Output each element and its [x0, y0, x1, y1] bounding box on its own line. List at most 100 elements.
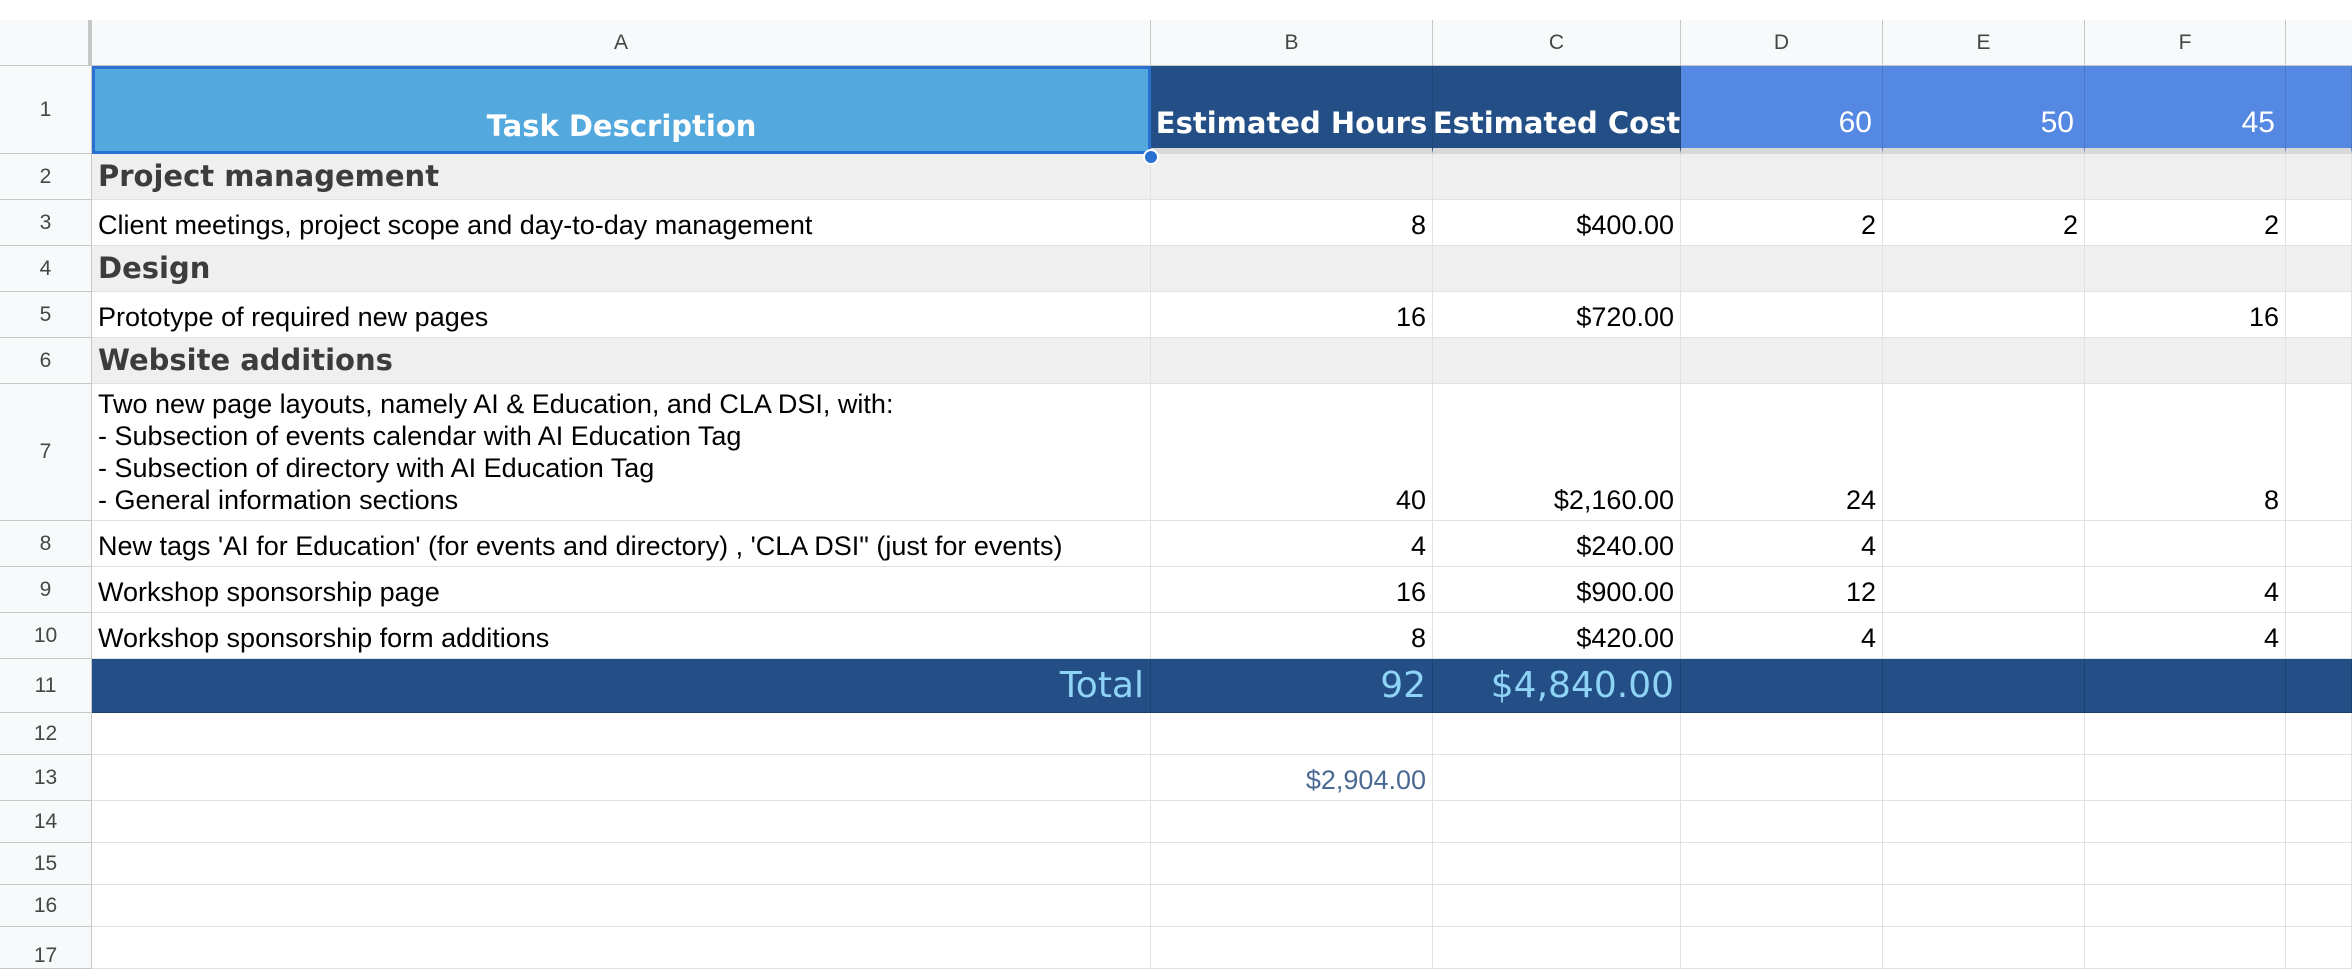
table-cell[interactable] [2085, 338, 2286, 384]
column-header-c[interactable]: C [1433, 20, 1681, 66]
task-description-cell[interactable]: Client meetings, project scope and day-t… [92, 200, 1151, 246]
table-cell[interactable] [1433, 713, 1681, 755]
rate-header-f[interactable]: 45 [2085, 66, 2286, 154]
table-cell[interactable] [2286, 755, 2352, 801]
table-cell[interactable] [2085, 154, 2286, 200]
rate-d-cell[interactable]: 12 [1681, 567, 1883, 613]
hours-cell[interactable]: 16 [1151, 292, 1433, 338]
table-cell[interactable] [2286, 384, 2352, 521]
row-header-16[interactable]: 16 [0, 885, 92, 927]
row-header-12[interactable]: 12 [0, 713, 92, 755]
task-description-cell[interactable]: New tags 'AI for Education' (for events … [92, 521, 1151, 567]
table-cell[interactable] [1433, 801, 1681, 843]
table-cell[interactable] [2085, 659, 2286, 713]
table-cell[interactable] [1681, 885, 1883, 927]
row-header-1[interactable]: 1 [0, 66, 92, 154]
hours-cell[interactable]: 40 [1151, 384, 1433, 521]
column-header-b[interactable]: B [1151, 20, 1433, 66]
rate-header-g[interactable] [2286, 66, 2352, 154]
total-label[interactable]: Total [92, 659, 1151, 713]
cost-cell[interactable]: $400.00 [1433, 200, 1681, 246]
table-cell[interactable] [2286, 521, 2352, 567]
cost-cell[interactable]: $720.00 [1433, 292, 1681, 338]
table-cell[interactable] [2286, 613, 2352, 659]
table-cell[interactable] [92, 801, 1151, 843]
table-cell[interactable] [1433, 843, 1681, 885]
task-description-cell[interactable]: Workshop sponsorship page [92, 567, 1151, 613]
cost-cell[interactable]: $420.00 [1433, 613, 1681, 659]
rate-d-cell[interactable]: 4 [1681, 613, 1883, 659]
table-cell[interactable] [1433, 154, 1681, 200]
table-cell[interactable] [1681, 338, 1883, 384]
table-cell[interactable] [1151, 246, 1433, 292]
table-cell[interactable] [2286, 246, 2352, 292]
table-cell[interactable] [1433, 927, 1681, 969]
table-cell[interactable] [1883, 801, 2085, 843]
table-cell[interactable] [1883, 885, 2085, 927]
rate-e-cell[interactable] [1883, 521, 2085, 567]
row-header-13[interactable]: 13 [0, 755, 92, 801]
rate-f-cell[interactable]: 2 [2085, 200, 2286, 246]
table-cell[interactable] [1151, 885, 1433, 927]
cost-cell[interactable]: $900.00 [1433, 567, 1681, 613]
table-cell[interactable] [2286, 885, 2352, 927]
table-cell[interactable] [1681, 154, 1883, 200]
table-cell[interactable] [1151, 843, 1433, 885]
rate-e-cell[interactable] [1883, 384, 2085, 521]
row-header-3[interactable]: 3 [0, 200, 92, 246]
table-cell[interactable] [2085, 801, 2286, 843]
hours-cell[interactable]: 16 [1151, 567, 1433, 613]
section-title[interactable]: Project management [92, 154, 1151, 200]
cost-cell[interactable]: $2,160.00 [1433, 384, 1681, 521]
table-cell[interactable] [1433, 246, 1681, 292]
row-header-4[interactable]: 4 [0, 246, 92, 292]
table-cell[interactable] [2286, 801, 2352, 843]
table-cell[interactable] [2286, 154, 2352, 200]
rate-d-cell[interactable] [1681, 292, 1883, 338]
table-cell[interactable] [1883, 154, 2085, 200]
row-header-14[interactable]: 14 [0, 801, 92, 843]
table-cell[interactable] [1433, 885, 1681, 927]
table-cell[interactable] [1151, 801, 1433, 843]
table-cell[interactable] [92, 927, 1151, 969]
column-header-f[interactable]: F [2085, 20, 2286, 66]
table-cell[interactable] [1681, 713, 1883, 755]
table-cell[interactable] [1883, 843, 2085, 885]
table-cell[interactable] [1681, 659, 1883, 713]
row-header-7[interactable]: 7 [0, 384, 92, 521]
section-title[interactable]: Website additions [92, 338, 1151, 384]
row-header-11[interactable]: 11 [0, 659, 92, 713]
rate-d-cell[interactable]: 2 [1681, 200, 1883, 246]
table-cell[interactable] [2286, 338, 2352, 384]
row-header-2[interactable]: 2 [0, 154, 92, 200]
rate-d-cell[interactable]: 24 [1681, 384, 1883, 521]
table-cell[interactable] [2286, 292, 2352, 338]
table-cell[interactable] [2085, 927, 2286, 969]
rate-f-cell[interactable]: 4 [2085, 613, 2286, 659]
table-cell[interactable] [1883, 755, 2085, 801]
total-hours[interactable]: 92 [1151, 659, 1433, 713]
table-cell[interactable] [1883, 246, 2085, 292]
table-cell[interactable] [92, 755, 1151, 801]
select-all-corner[interactable] [0, 20, 92, 66]
table-cell[interactable] [1681, 927, 1883, 969]
row-header-15[interactable]: 15 [0, 843, 92, 885]
task-description-header[interactable]: Task Description [92, 66, 1151, 154]
table-cell[interactable] [1883, 927, 2085, 969]
table-cell[interactable] [2286, 659, 2352, 713]
table-cell[interactable] [92, 713, 1151, 755]
table-cell[interactable] [2286, 713, 2352, 755]
fill-handle[interactable] [1143, 149, 1159, 165]
rate-d-cell[interactable]: 4 [1681, 521, 1883, 567]
table-cell[interactable] [1883, 338, 2085, 384]
task-description-cell[interactable]: Prototype of required new pages [92, 292, 1151, 338]
column-header-g[interactable] [2286, 20, 2352, 66]
hours-cell[interactable]: 4 [1151, 521, 1433, 567]
cost-cell[interactable]: $240.00 [1433, 521, 1681, 567]
table-cell[interactable] [1883, 713, 2085, 755]
total-cost[interactable]: $4,840.00 [1433, 659, 1681, 713]
table-cell[interactable] [2286, 567, 2352, 613]
estimated-cost-header[interactable]: Estimated Cost [1433, 66, 1681, 154]
calculated-amount-cell[interactable]: $2,904.00 [1151, 755, 1433, 801]
rate-e-cell[interactable] [1883, 292, 2085, 338]
